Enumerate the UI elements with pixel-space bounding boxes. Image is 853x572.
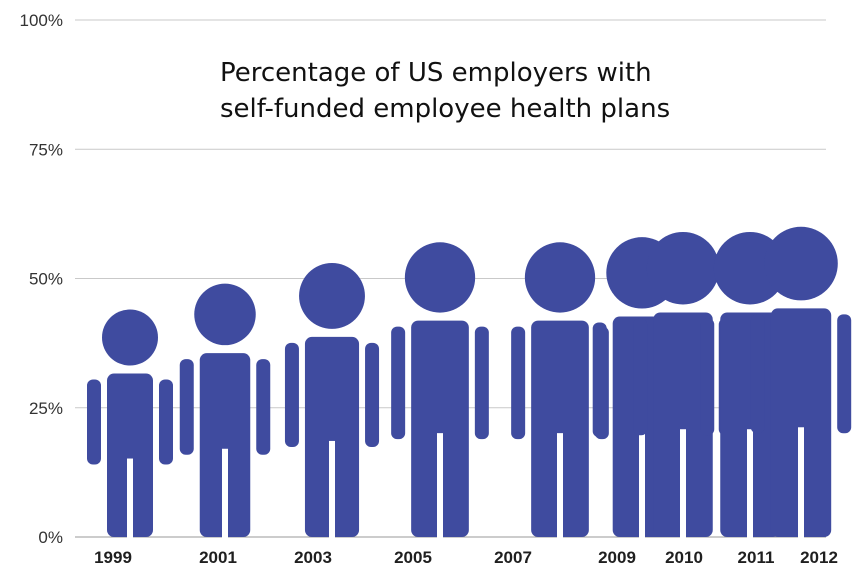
y-tick-label: 75% bbox=[29, 140, 63, 159]
figure-head bbox=[102, 309, 158, 366]
x-tick-label: 2012 bbox=[800, 548, 838, 567]
x-tick-label: 2007 bbox=[494, 548, 532, 567]
person-figure-2001 bbox=[179, 283, 271, 538]
figure-right-arm bbox=[256, 359, 271, 455]
figure-body bbox=[199, 353, 251, 537]
person-figure-2003 bbox=[284, 262, 380, 538]
figure-leg-gap bbox=[437, 433, 443, 538]
person-figure-2012 bbox=[750, 226, 852, 538]
x-tick-label: 2011 bbox=[738, 548, 775, 567]
figure-leg-gap bbox=[557, 433, 563, 538]
figure-right-arm bbox=[837, 314, 852, 434]
figure-leg-gap bbox=[639, 431, 645, 538]
chart-title-line-1: Percentage of US employers with bbox=[220, 58, 652, 88]
chart-title-line-2: self-funded employee health plans bbox=[220, 94, 670, 124]
figure-leg-gap bbox=[798, 427, 804, 538]
x-tick-label: 1999 bbox=[94, 548, 132, 567]
figure-right-arm bbox=[159, 379, 173, 465]
figure-head bbox=[524, 242, 596, 313]
x-tick-label: 2005 bbox=[394, 548, 432, 567]
figure-right-arm bbox=[474, 326, 489, 440]
person-figure-2010 bbox=[633, 231, 733, 538]
figure-leg-gap bbox=[680, 429, 686, 538]
figure-left-arm bbox=[750, 314, 765, 434]
y-tick-label: 0% bbox=[38, 528, 63, 547]
figure-head bbox=[299, 262, 365, 329]
x-axis-ticks: 1999 2001 2003 2005 2007 2009 2010 2011 2012 bbox=[94, 548, 838, 567]
title-background bbox=[208, 47, 756, 133]
y-tick-label: 25% bbox=[29, 399, 63, 418]
y-tick-label: 50% bbox=[29, 270, 63, 289]
person-figures bbox=[87, 226, 852, 538]
figure-left-arm bbox=[284, 342, 299, 447]
figure-leg-gap bbox=[329, 440, 335, 538]
figure-right-arm bbox=[365, 342, 380, 447]
person-figure-1999 bbox=[87, 309, 173, 538]
figure-left-arm bbox=[700, 318, 715, 436]
figure-left-arm bbox=[87, 379, 101, 465]
figure-head bbox=[764, 226, 838, 301]
figure-head bbox=[194, 283, 256, 346]
figure-body bbox=[720, 312, 780, 537]
figure-body bbox=[531, 320, 589, 537]
x-tick-label: 2010 bbox=[665, 548, 703, 567]
figure-body bbox=[304, 336, 360, 537]
figure-body bbox=[411, 320, 469, 537]
figure-leg-gap bbox=[222, 448, 228, 538]
figure-left-arm bbox=[179, 359, 194, 455]
y-axis-ticks: 0% 25% 50% 75% 100% bbox=[20, 11, 63, 547]
x-tick-label: 2009 bbox=[598, 548, 636, 567]
x-tick-label: 2003 bbox=[294, 548, 332, 567]
x-tick-label: 2001 bbox=[199, 548, 237, 567]
figure-leg-gap bbox=[127, 458, 133, 538]
figure-body bbox=[653, 312, 713, 537]
y-tick-label: 100% bbox=[20, 11, 63, 30]
figure-body bbox=[770, 308, 832, 537]
figure-leg-gap bbox=[747, 429, 753, 538]
figure-left-arm bbox=[391, 326, 406, 440]
figure-left-arm bbox=[633, 318, 648, 436]
figure-left-arm bbox=[592, 322, 607, 438]
person-figure-2005 bbox=[391, 242, 489, 538]
figure-head bbox=[646, 231, 720, 305]
figure-body bbox=[107, 373, 153, 537]
figure-head bbox=[404, 242, 476, 313]
figure-left-arm bbox=[511, 326, 526, 440]
